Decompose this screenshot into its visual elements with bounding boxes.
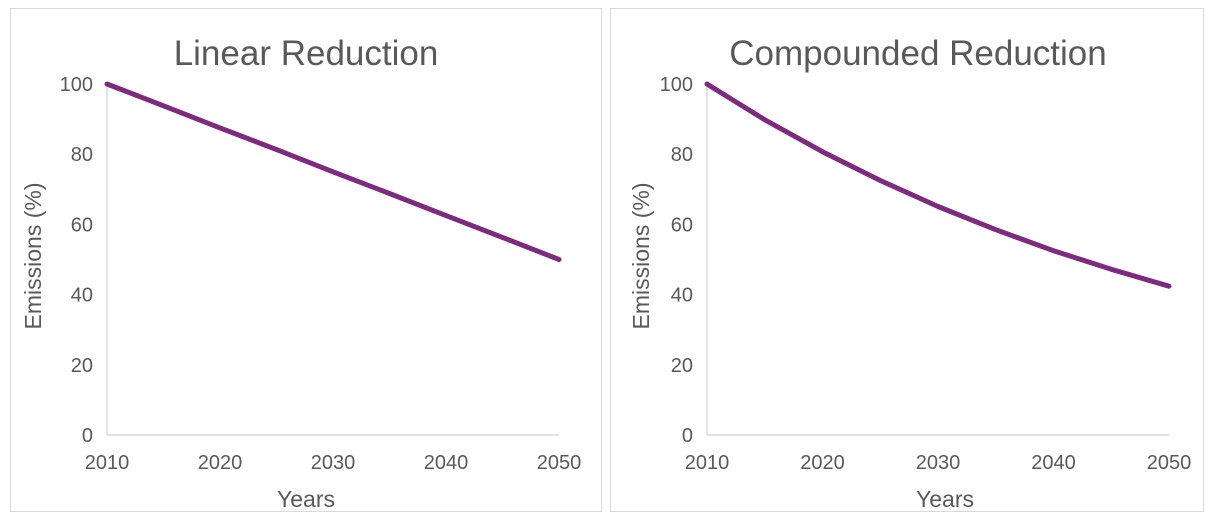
y-tick-label: 0 (82, 425, 93, 447)
compounded-reduction-chart: Compounded Reduction Years Emissions (%)… (628, 34, 1192, 511)
y-tick-label: 20 (671, 355, 693, 377)
x-tick-label: 2030 (916, 452, 961, 474)
x-tick-label: 2040 (1031, 452, 1076, 474)
y-tick-label: 60 (671, 214, 693, 236)
y-tick-label: 40 (671, 285, 693, 307)
linear-reduction-chart: Linear Reduction Years Emissions (%) 201… (20, 34, 582, 511)
x-axis-title: Years (916, 486, 974, 511)
y-axis-title: Emissions (%) (20, 183, 46, 330)
y-tick-label: 0 (682, 425, 693, 447)
y-tick-label: 80 (671, 144, 693, 166)
y-tick-label: 100 (60, 74, 93, 96)
x-tick-label: 2020 (800, 452, 845, 474)
x-tick-label: 2050 (1147, 452, 1192, 474)
linear-reduction-chart-panel: Linear Reduction Years Emissions (%) 201… (10, 8, 602, 512)
y-tick-label: 100 (660, 74, 693, 96)
x-tick-label: 2030 (311, 452, 356, 474)
chart-title: Linear Reduction (174, 34, 439, 73)
emissions-series-line (104, 81, 562, 262)
emissions-series-line (704, 81, 1172, 289)
x-tick-label: 2040 (424, 452, 469, 474)
x-tick-label: 2010 (85, 452, 130, 474)
y-tick-label: 80 (71, 144, 93, 166)
x-tick-label: 2020 (198, 452, 243, 474)
chart-title: Compounded Reduction (729, 34, 1106, 73)
y-tick-label: 60 (71, 214, 93, 236)
x-tick-label: 2010 (685, 452, 730, 474)
x-axis-title: Years (277, 486, 335, 511)
x-tick-label: 2050 (537, 452, 582, 474)
y-axis-title: Emissions (%) (628, 183, 654, 330)
y-tick-label: 20 (71, 355, 93, 377)
compounded-reduction-chart-panel: Compounded Reduction Years Emissions (%)… (610, 8, 1204, 512)
y-tick-label: 40 (71, 285, 93, 307)
